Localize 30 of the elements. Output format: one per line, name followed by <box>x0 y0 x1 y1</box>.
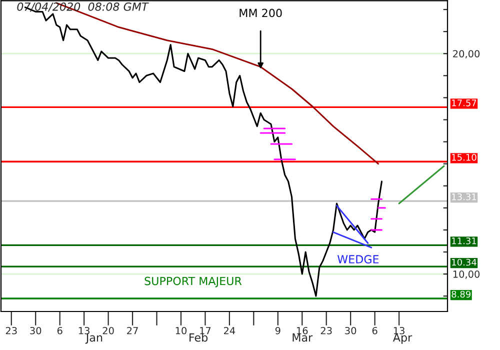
x-tick-label: 6 <box>372 326 378 334</box>
x-tick-label: 10 <box>176 326 187 334</box>
x-tick-label: 13 <box>78 326 90 334</box>
x-tick-label: 23 <box>6 326 17 334</box>
x2-tick-label: Apr <box>392 333 412 344</box>
x-tick-label: 20 <box>102 326 114 334</box>
y-tick-label: 20,00 <box>453 50 480 58</box>
ref-line-label: 15.10 <box>452 154 476 161</box>
x-tick-label: 30 <box>30 326 42 334</box>
ref-line-label: 8.89 <box>452 290 471 298</box>
x-tick-label: 6 <box>57 326 62 334</box>
ref-line-label: 13.31 <box>452 193 476 200</box>
ref-line-label: 11.31 <box>452 237 476 244</box>
ref-line-label: 17.57 <box>452 100 476 106</box>
x-tick-label: 9 <box>275 326 280 334</box>
x-tick-label: 24 <box>224 326 236 334</box>
x-tick-label: 16 <box>297 326 308 334</box>
x2-tick-label: Jan <box>85 333 102 344</box>
y-tick-label: 10,00 <box>453 270 480 279</box>
x-tick-label: 17 <box>200 327 211 334</box>
x-tick-label: 27 <box>127 326 138 334</box>
x2-tick-label: Feb <box>190 333 208 342</box>
x2-tick-label: Mar <box>292 333 313 342</box>
annotation: MM 200 <box>240 8 282 18</box>
annotation: WEDGE <box>337 255 379 264</box>
x-tick-label: 23 <box>320 326 332 334</box>
ref-line-label: 10.34 <box>452 258 476 266</box>
x-tick-label: 30 <box>345 326 356 334</box>
annotation: SUPPORT MAJEUR <box>144 276 242 288</box>
x-tick-label: 13 <box>394 326 404 334</box>
